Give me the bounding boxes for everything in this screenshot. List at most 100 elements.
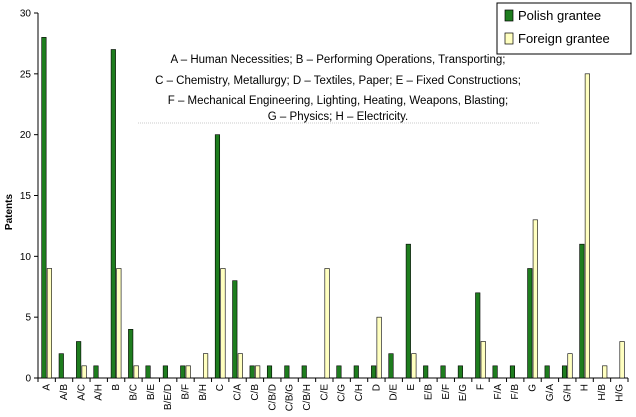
bar-polish	[527, 268, 533, 379]
x-tick-label: B/F	[181, 384, 192, 400]
bar-polish	[76, 341, 82, 379]
x-tick-label: G	[528, 384, 539, 392]
y-tick-label: 10	[20, 252, 32, 263]
bar-polish	[457, 365, 463, 379]
bar-polish	[93, 365, 99, 379]
bar-foreign	[376, 316, 382, 379]
x-tick-labels: A A/B A/C A/H B B/C B/E B/E/D B/F B/H C C/A C/B C/B/D…	[42, 384, 626, 412]
x-tick-label: B	[111, 384, 122, 391]
x-tick-label: B/C	[128, 384, 139, 401]
x-tick-label: E/F	[441, 384, 452, 400]
x-tick-label: D/E	[389, 384, 400, 401]
x-tick-label: F/A	[493, 384, 504, 400]
x-tick-label: E/G	[458, 384, 469, 401]
bar-polish	[41, 37, 47, 379]
bar-foreign	[237, 353, 243, 379]
bar-polish	[423, 365, 429, 379]
x-tick-label: C/B/H	[302, 384, 313, 411]
x-tick-label: C/A	[233, 384, 244, 401]
x-tick-label: E/B	[423, 384, 434, 400]
x-tick-label: C/B/G	[285, 384, 296, 411]
x-tick-label: A/C	[76, 384, 87, 401]
y-tick-label: 25	[20, 69, 32, 80]
bar-polish	[128, 329, 134, 379]
x-tick-label: C/B	[250, 384, 261, 401]
bar-polish	[232, 280, 238, 379]
bar-polish	[353, 365, 359, 379]
x-tick-label: B/E/D	[163, 384, 174, 410]
bar-polish	[336, 365, 342, 379]
bar-foreign	[619, 341, 625, 379]
bar-polish	[214, 134, 221, 379]
bar-foreign	[116, 268, 122, 379]
annotation-background	[125, 49, 550, 127]
x-tick-label: A/H	[94, 384, 105, 401]
x-tick-label: C	[215, 384, 226, 391]
legend-swatch	[504, 9, 514, 22]
bar-polish	[561, 365, 568, 379]
bar-polish	[405, 243, 411, 379]
legend: Polish grantee Foreign grantee	[496, 2, 632, 55]
bar-foreign	[324, 268, 330, 379]
x-tick-label: G/A	[545, 384, 556, 402]
legend-label: Foreign grantee	[518, 31, 610, 46]
x-tick-label: C/E	[319, 384, 330, 401]
y-tick-label: 20	[20, 130, 32, 141]
x-tick-label: H	[580, 384, 591, 391]
y-tick-label: 5	[25, 313, 31, 324]
y-tick-label: 15	[20, 191, 32, 202]
annotation-line: A – Human Necessities; B – Performing Op…	[171, 54, 506, 66]
bar-polish	[492, 365, 498, 379]
bar-polish	[180, 365, 186, 379]
bar-polish	[509, 365, 516, 379]
bar-polish	[475, 292, 481, 379]
x-tick-label: E	[406, 384, 417, 391]
y-axis-label: Patents	[4, 194, 15, 231]
bar-polish	[371, 365, 377, 379]
bar-foreign	[532, 219, 538, 379]
x-tick-label: G/H	[562, 384, 573, 402]
bar-polish	[110, 49, 116, 379]
bar-polish	[249, 365, 255, 379]
annotation-box: A – Human Necessities; B – Performing Op…	[125, 49, 550, 127]
bar-foreign	[584, 73, 590, 379]
bar-foreign	[602, 365, 608, 379]
x-tick-label: F/B	[510, 384, 521, 400]
bar-polish	[579, 243, 585, 379]
bar-foreign	[46, 268, 52, 379]
bar-foreign	[81, 365, 87, 379]
annotation-line: C – Chemistry, Metallurgy; D – Textiles,…	[155, 75, 521, 87]
bar-polish	[162, 365, 168, 379]
x-tick-label: C/B/D	[267, 384, 278, 411]
y-tick-label: 0	[25, 374, 31, 385]
x-tick-label: B/E	[146, 384, 157, 400]
y-tick-label: 30	[20, 9, 32, 20]
bar-polish	[301, 365, 307, 379]
bar-polish	[58, 353, 64, 379]
x-tick-label: D	[371, 384, 382, 391]
x-tick-label: A/B	[59, 384, 70, 400]
x-tick-label: F	[476, 384, 487, 390]
bar-foreign	[255, 365, 261, 379]
bar-foreign	[480, 341, 486, 379]
annotation-line: G – Physics; H – Electricity.	[268, 111, 408, 123]
bar-polish	[266, 365, 273, 379]
legend-swatch	[504, 32, 514, 45]
legend-label: Polish grantee	[518, 8, 601, 23]
bar-foreign	[411, 353, 417, 379]
x-tick-label: A	[42, 384, 53, 391]
x-tick-label: B/H	[198, 384, 209, 401]
bar-polish	[440, 365, 446, 379]
bar-polish	[145, 365, 151, 379]
bar-foreign	[185, 365, 191, 379]
legend-box	[496, 2, 632, 55]
bars	[41, 37, 625, 379]
bar-foreign	[567, 353, 573, 379]
bar-foreign	[220, 268, 226, 379]
x-tick-label: H/B	[597, 384, 608, 401]
annotation-line: F – Mechanical Engineering, Lighting, He…	[168, 95, 509, 107]
x-tick-label: C/H	[354, 384, 365, 401]
bar-polish	[388, 353, 394, 379]
x-tick-label: H/G	[614, 384, 625, 402]
